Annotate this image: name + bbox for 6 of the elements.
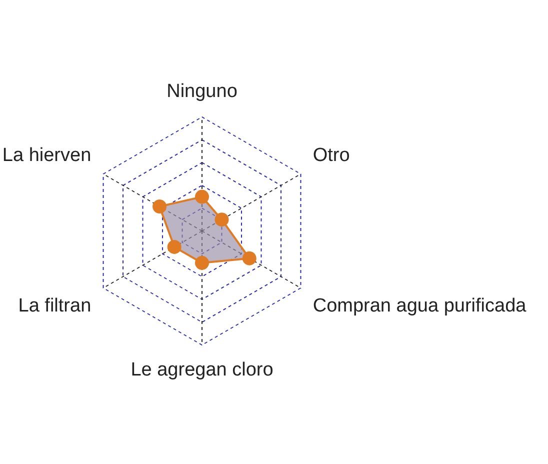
spoke-label: La hierven bbox=[2, 144, 92, 166]
spoke-label: Compran agua purificada bbox=[312, 296, 527, 317]
spoke-label: La filtran bbox=[18, 296, 92, 317]
spoke-label: Ninguno bbox=[166, 80, 238, 102]
spoke-label: Otro bbox=[312, 144, 350, 166]
spoke-label: Le agregan cloro bbox=[130, 360, 274, 381]
